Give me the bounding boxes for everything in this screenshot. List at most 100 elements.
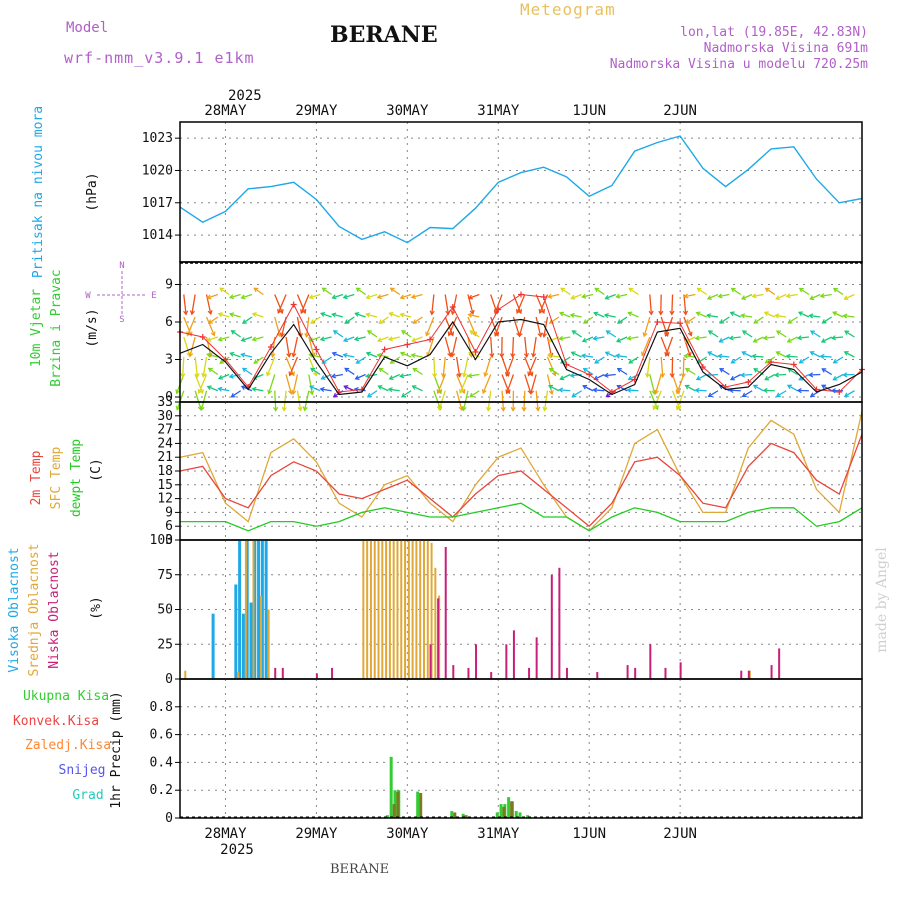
wind-arrow bbox=[582, 385, 594, 392]
precip-unit-label: 1hr Precip (mm) bbox=[109, 691, 124, 808]
wind-arrow-head bbox=[251, 386, 257, 392]
wind-arrow-head bbox=[627, 375, 633, 381]
wind-arrow bbox=[442, 356, 446, 377]
wind-arrow bbox=[332, 352, 344, 358]
wind-arrow bbox=[833, 373, 844, 381]
pressure-panel-frame bbox=[179, 121, 863, 263]
wind-arrow-head bbox=[450, 352, 456, 358]
wind-arrow-head bbox=[353, 336, 359, 342]
cloud-bar-mid bbox=[252, 540, 255, 679]
wind-arrow bbox=[765, 287, 776, 296]
wind-arrow bbox=[786, 355, 798, 358]
wind-arrow bbox=[593, 389, 605, 392]
wind-arrow-head bbox=[266, 371, 271, 377]
cloud-bar-mid bbox=[426, 540, 429, 679]
cloud-bar-high bbox=[238, 540, 242, 679]
wind-arrow-head bbox=[376, 294, 382, 300]
wind-arrow-head bbox=[558, 335, 564, 341]
wind-arrow-head bbox=[230, 392, 236, 398]
wind-arrow-head bbox=[180, 373, 186, 379]
wind-arrow-head bbox=[642, 332, 648, 338]
wind-arrow-head bbox=[210, 331, 216, 337]
wind-arrow-head bbox=[201, 372, 207, 378]
wind-arrow-head bbox=[401, 330, 407, 335]
footer-station: BERANE bbox=[330, 862, 390, 877]
wind-arrow bbox=[344, 316, 355, 324]
wind-arrow bbox=[378, 367, 389, 376]
wind-arrow bbox=[343, 336, 355, 342]
wind-arrow bbox=[468, 293, 480, 299]
wind-arrow-head bbox=[719, 319, 725, 324]
wind-arrow-head bbox=[331, 351, 337, 357]
wind-arrow bbox=[482, 374, 492, 394]
model-label: Model bbox=[66, 20, 109, 36]
wind-arrow-head bbox=[728, 335, 734, 341]
cloud-ytick-label: 50 bbox=[157, 603, 173, 618]
cloud-bar-mid bbox=[237, 672, 240, 679]
wind-arrow bbox=[241, 293, 253, 299]
wind-arrow bbox=[523, 390, 526, 411]
wind-arrow bbox=[833, 356, 844, 364]
wind-arrow-head bbox=[695, 375, 701, 381]
wind-arrow-head bbox=[615, 293, 621, 299]
wind-arrow-head bbox=[653, 389, 659, 395]
wind-arrow bbox=[559, 389, 571, 392]
wind-arrow bbox=[684, 355, 696, 358]
wind-arrow-head bbox=[189, 310, 195, 316]
wind-arrow-head bbox=[645, 372, 651, 378]
wind-arrow bbox=[183, 316, 192, 336]
wind-arrow-head bbox=[288, 371, 294, 377]
wind-arrow bbox=[487, 390, 492, 411]
wind-arrow-head bbox=[240, 385, 246, 391]
wind-arrow-head bbox=[593, 311, 599, 317]
wind-arrow-head bbox=[387, 336, 394, 342]
wind-arrow-head bbox=[461, 406, 467, 412]
wind-arrow-head bbox=[219, 287, 225, 293]
wind-arrow bbox=[320, 312, 332, 318]
wind-arrow bbox=[322, 356, 332, 364]
wind-arrow bbox=[617, 316, 628, 324]
cloud-bar-low bbox=[490, 672, 493, 679]
cloud-bar-mid bbox=[362, 540, 365, 679]
wind-arrow-head bbox=[830, 388, 836, 394]
wind-arrow-head bbox=[277, 308, 282, 314]
temp-ytick-label: 12 bbox=[157, 492, 173, 507]
wind-arrow bbox=[810, 293, 821, 300]
wind-arrow bbox=[310, 316, 321, 324]
wind-arrow bbox=[252, 336, 264, 341]
wind-arrow bbox=[719, 336, 730, 343]
wind-arrow-head bbox=[377, 337, 383, 343]
wind-arrow bbox=[797, 336, 810, 339]
sfc-temp-line bbox=[179, 411, 863, 532]
wind-arrow-head bbox=[821, 319, 827, 324]
wind-arrow-head bbox=[410, 294, 416, 300]
wind-arrow-head bbox=[615, 353, 621, 359]
wind-arrow-head bbox=[529, 389, 535, 395]
wind-arrow bbox=[810, 330, 821, 338]
wind-arrow-head bbox=[240, 294, 246, 300]
wind-arrow bbox=[530, 374, 537, 394]
wind-arrow-head bbox=[241, 367, 247, 373]
wind-arrow bbox=[696, 373, 707, 381]
wind-arrow bbox=[469, 330, 480, 338]
wind-arrow-head bbox=[785, 293, 791, 299]
cloud-bar-mid bbox=[267, 609, 270, 679]
wind-arrow bbox=[594, 373, 605, 380]
wind-arrow-head bbox=[486, 406, 492, 412]
wind-arrow-head bbox=[432, 373, 438, 379]
cloud-bar-high bbox=[253, 540, 257, 679]
wind-arrow-head bbox=[436, 389, 442, 395]
wind-arrow bbox=[764, 373, 776, 381]
wind-arrow bbox=[218, 313, 230, 318]
wind-arrow-head bbox=[344, 367, 350, 373]
wind-ytick-label: 3 bbox=[165, 353, 173, 368]
cloud-bar-mid bbox=[369, 540, 372, 679]
wind-arrow bbox=[444, 294, 449, 315]
cloud-bar-mid bbox=[430, 542, 433, 679]
wind-arrow bbox=[200, 390, 208, 411]
wind-arrow bbox=[776, 390, 787, 397]
wind-arrow bbox=[455, 374, 465, 394]
cloud-bar-low bbox=[467, 667, 470, 679]
wind-arrow-head bbox=[229, 351, 235, 357]
wind-arrow bbox=[799, 356, 810, 364]
